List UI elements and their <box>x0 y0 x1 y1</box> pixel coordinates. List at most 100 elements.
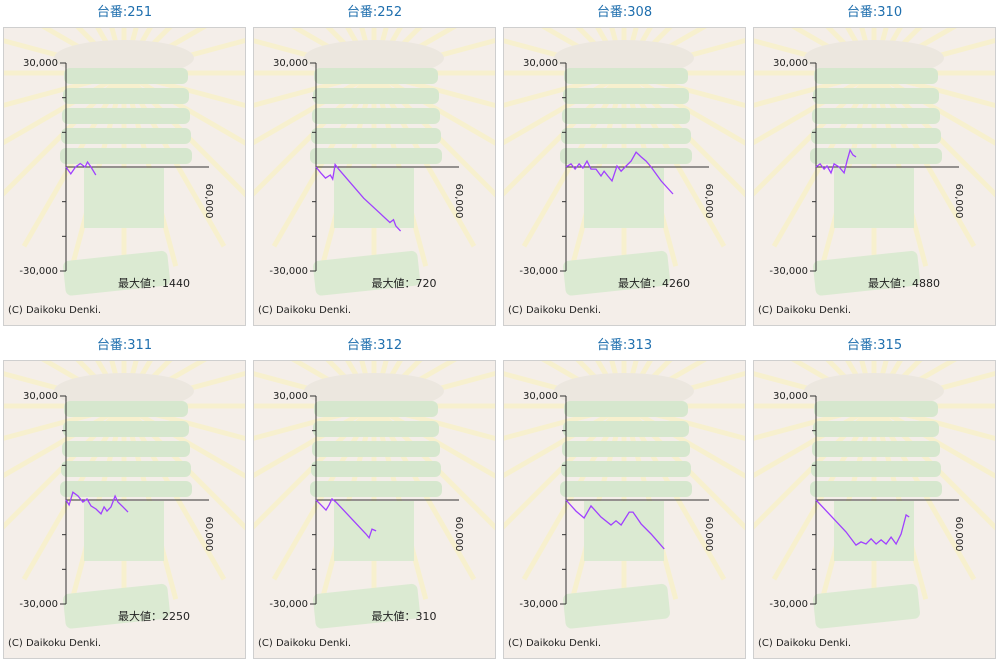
box-stem <box>84 168 164 228</box>
max-value-label: 最大値：4260 <box>618 276 690 290</box>
x-tick-label: 60,000 <box>203 184 214 219</box>
background-art <box>174 0 574 296</box>
chart: 30,000 -30,000 60,000 最大値：4880 (C) Daikoku D… <box>674 0 1000 316</box>
box <box>61 461 191 477</box>
credit: (C) Daikoku Denki. <box>258 305 351 316</box>
box <box>314 68 438 84</box>
y-tick-label: -30,000 <box>519 599 558 610</box>
y-tick-label: 30,000 <box>523 58 558 69</box>
box <box>814 401 938 417</box>
data-line <box>815 499 910 546</box>
data-line <box>565 499 665 550</box>
box <box>63 421 189 437</box>
x-tick-label: 60,000 <box>953 517 964 552</box>
chart-panel: 30,000 -30,000 60,000 最大値：1440 (C) Daikoku D… <box>0 0 324 326</box>
box <box>813 421 939 437</box>
data-line <box>815 148 857 175</box>
max-value-label: 最大値：2250 <box>118 609 190 623</box>
box <box>312 108 440 124</box>
box <box>564 68 688 84</box>
box <box>312 441 440 457</box>
box <box>60 148 192 164</box>
tray <box>313 250 420 296</box>
max-value-label: 最大値：4880 <box>868 276 940 290</box>
box <box>562 441 690 457</box>
box <box>313 88 439 104</box>
chart-title: 台番:251 <box>96 5 153 20</box>
tray <box>563 250 670 296</box>
max-value-label: 最大値：720 <box>372 276 437 290</box>
chart-panel: 30,000 -30,000 60,000 最大値：310 (C) Daikoku De… <box>174 206 574 659</box>
box <box>311 128 441 144</box>
chart-title: 台番:308 <box>596 5 653 20</box>
box <box>560 481 692 497</box>
credit: (C) Daikoku Denki. <box>8 638 101 649</box>
chart: 30,000 -30,000 60,000 最大値：720 (C) Daikoku De… <box>174 0 574 316</box>
chart-title: 台番:252 <box>346 5 403 20</box>
box <box>560 148 692 164</box>
box <box>562 108 690 124</box>
y-tick-label: -30,000 <box>769 599 808 610</box>
y-tick-label: -30,000 <box>269 599 308 610</box>
x-tick-label: 60,000 <box>703 517 714 552</box>
box <box>810 148 942 164</box>
box <box>311 461 441 477</box>
chart-panel: 30,000 -30,000 60,000 (C) Daikoku Denki. <box>424 206 824 659</box>
y-tick-label: 30,000 <box>273 58 308 69</box>
y-tick-label: 30,000 <box>23 391 58 402</box>
box <box>811 461 941 477</box>
x-tick-label: 60,000 <box>953 184 964 219</box>
ball-pile <box>804 40 944 76</box>
y-tick-label: -30,000 <box>19 266 58 277</box>
box <box>64 401 188 417</box>
y-tick-label: 30,000 <box>773 391 808 402</box>
y-tick-label: 30,000 <box>273 391 308 402</box>
ball-pile <box>804 373 944 409</box>
chart: 30,000 -30,000 60,000 最大値：4260 (C) Daikoku D… <box>424 0 824 316</box>
ball-pile <box>304 373 444 409</box>
credit: (C) Daikoku Denki. <box>758 638 851 649</box>
box-stem <box>834 501 914 561</box>
tray <box>563 583 670 629</box>
box <box>812 441 940 457</box>
ball-pile <box>54 373 194 409</box>
y-tick-label: 30,000 <box>773 58 808 69</box>
chart-panel: 30,000 -30,000 60,000 最大値：4880 (C) Daikoku D… <box>674 0 1000 326</box>
ball-pile <box>554 40 694 76</box>
y-tick-label: -30,000 <box>519 266 558 277</box>
credit: (C) Daikoku Denki. <box>8 305 101 316</box>
x-tick-label: 60,000 <box>453 184 464 219</box>
chart: 30,000 -30,000 60,000 (C) Daikoku Denki. <box>674 206 1000 649</box>
box <box>310 481 442 497</box>
box <box>313 421 439 437</box>
ball-pile <box>304 40 444 76</box>
tray <box>813 583 920 629</box>
data-line <box>315 497 377 540</box>
y-tick-label: -30,000 <box>269 266 308 277</box>
credit: (C) Daikoku Denki. <box>508 638 601 649</box>
x-tick-label: 60,000 <box>203 517 214 552</box>
box <box>310 148 442 164</box>
data-line <box>65 160 97 176</box>
credit: (C) Daikoku Denki. <box>258 638 351 649</box>
box <box>62 108 190 124</box>
chart-panel: 30,000 -30,000 60,000 最大値：720 (C) Daikoku De… <box>174 0 574 326</box>
box <box>561 461 691 477</box>
box-stem <box>334 168 414 228</box>
max-value-label: 最大値：1440 <box>118 276 190 290</box>
x-tick-label: 60,000 <box>453 517 464 552</box>
y-tick-label: 30,000 <box>523 391 558 402</box>
box <box>811 128 941 144</box>
box <box>564 401 688 417</box>
box <box>563 421 689 437</box>
chart: 30,000 -30,000 60,000 最大値：310 (C) Daikoku De… <box>174 206 574 649</box>
chart-title: 台番:312 <box>346 338 403 353</box>
y-tick-label: -30,000 <box>19 599 58 610</box>
data-line <box>315 162 402 232</box>
chart-title: 台番:313 <box>596 338 653 353</box>
box <box>812 108 940 124</box>
box <box>62 441 190 457</box>
ball-pile <box>54 40 194 76</box>
chart-panel: 30,000 -30,000 60,000 (C) Daikoku Denki. <box>674 206 1000 659</box>
credit: (C) Daikoku Denki. <box>508 305 601 316</box>
